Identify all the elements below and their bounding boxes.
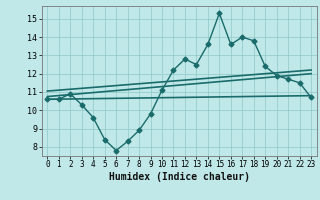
- X-axis label: Humidex (Indice chaleur): Humidex (Indice chaleur): [109, 172, 250, 182]
